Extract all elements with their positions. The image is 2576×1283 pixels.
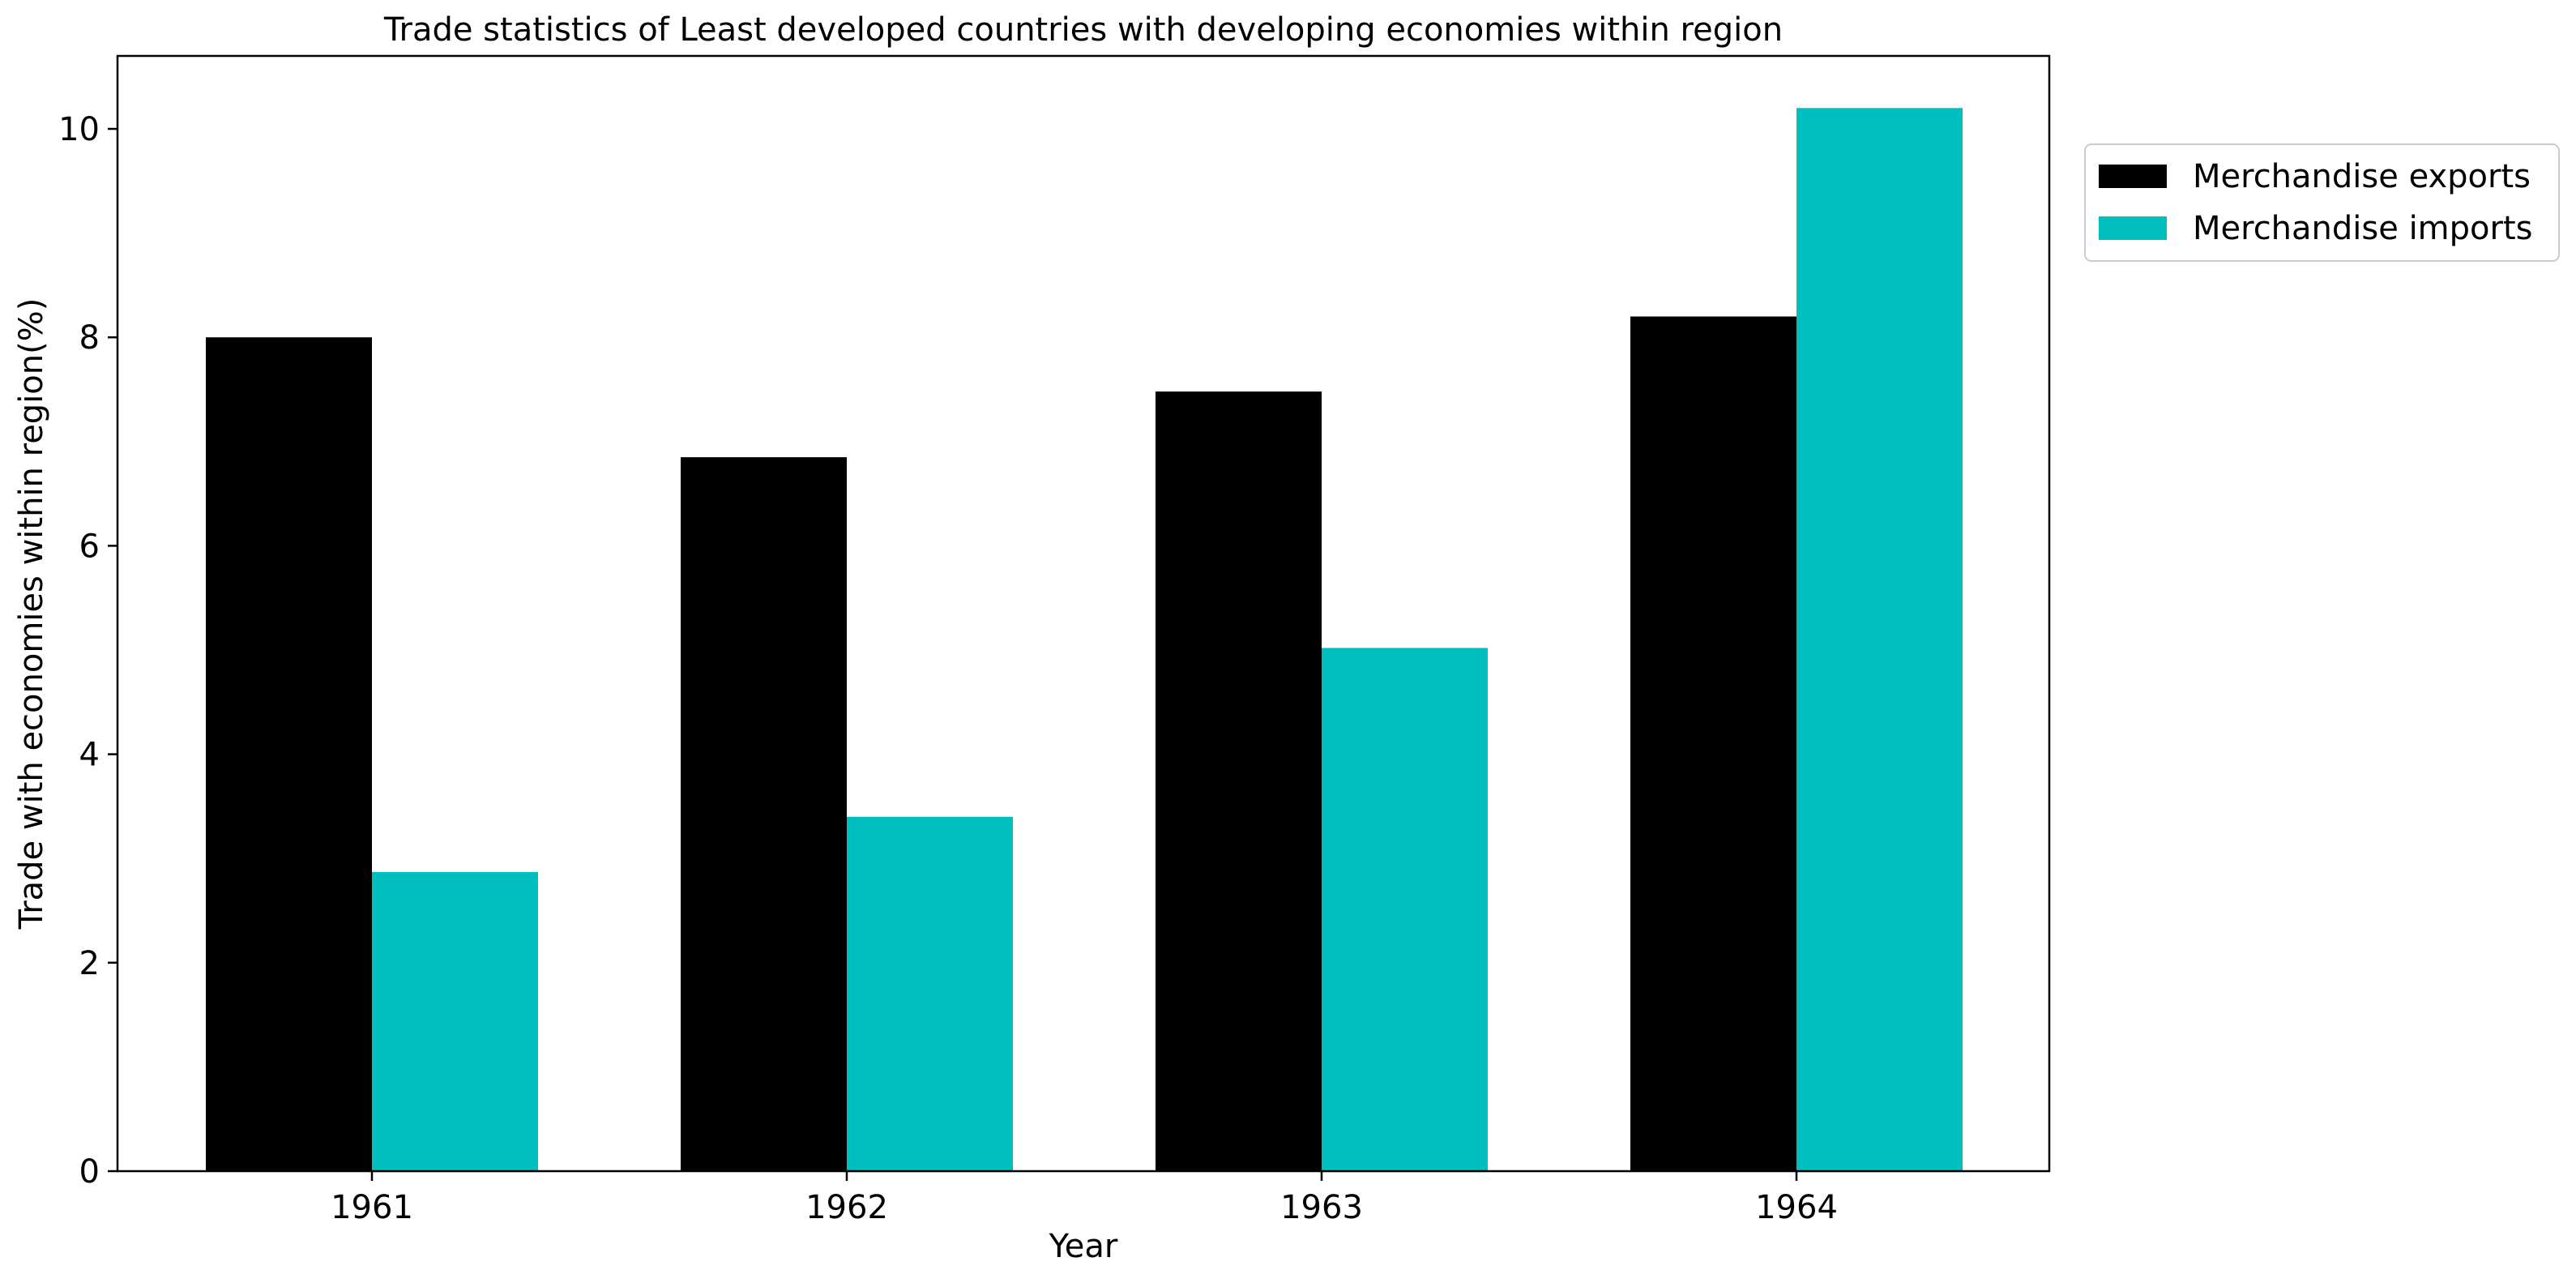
x-tick-label-1964: 1964 <box>1755 1189 1838 1226</box>
legend-swatch-imports <box>2099 216 2167 240</box>
legend-frame <box>2084 143 2560 262</box>
bar-exports-1964 <box>1630 316 1796 1171</box>
legend: Merchandise exports Merchandise imports <box>2084 143 2560 262</box>
bar-imports-1963 <box>1322 648 1488 1171</box>
x-tick-label-1961: 1961 <box>331 1189 413 1226</box>
bar-exports-1962 <box>681 457 847 1171</box>
y-tick-label-2: 2 <box>79 945 100 982</box>
bar-imports-1961 <box>372 871 538 1171</box>
bars-layer <box>206 108 1963 1172</box>
x-tick-label-1963: 1963 <box>1280 1189 1363 1226</box>
bar-exports-1963 <box>1156 391 1322 1172</box>
y-tick-label-8: 8 <box>79 319 100 357</box>
legend-swatch-exports <box>2099 165 2167 188</box>
x-axis: 1961 1962 1963 1964 <box>331 1171 1838 1226</box>
y-tick-label-0: 0 <box>79 1153 100 1191</box>
bar-exports-1961 <box>206 337 372 1171</box>
plot-frame <box>116 54 2051 1173</box>
bar-imports-1964 <box>1796 108 1963 1171</box>
y-tick-label-10: 10 <box>58 111 100 148</box>
y-tick-label-6: 6 <box>79 528 100 565</box>
legend-label-exports: Merchandise exports <box>2193 158 2531 195</box>
legend-label-imports: Merchandise imports <box>2193 210 2532 247</box>
y-tick-label-4: 4 <box>79 737 100 774</box>
y-axis-label: Trade with economies within region(%) <box>13 298 50 930</box>
x-tick-label-1962: 1962 <box>805 1189 888 1226</box>
bar-imports-1962 <box>847 816 1013 1171</box>
y-axis: 0 2 4 6 8 10 <box>58 111 117 1191</box>
x-axis-label: Year <box>1049 1228 1118 1265</box>
chart-title: Trade statistics of Least developed coun… <box>383 11 1783 49</box>
